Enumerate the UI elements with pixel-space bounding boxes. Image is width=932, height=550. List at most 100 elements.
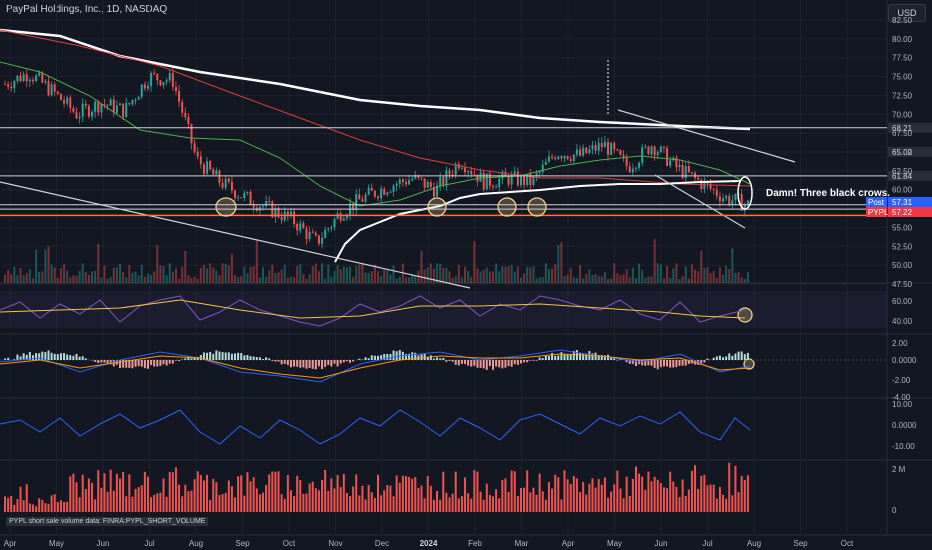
macd-hist-bar [246,354,249,360]
volume-bar [317,271,320,283]
candle-body [386,192,389,195]
macd-hist-bar [311,360,314,369]
short-volume-bar [299,480,302,512]
candle-body [616,149,619,151]
candle-body [193,143,196,152]
short-volume-bar [380,495,383,512]
candle-body [87,105,90,117]
volume-bar [389,274,392,283]
volume-bar [408,277,411,283]
volume-bar [162,266,165,283]
short-volume-bar [414,477,417,512]
short-volume-bar [647,471,650,512]
macd-hist-bar [184,358,187,360]
volume-bar [420,250,423,283]
macd-hist-bar [445,360,448,362]
macd-hist-bar [218,351,221,360]
short-volume-bar [728,462,731,512]
volume-bar [603,272,606,283]
volume-bar [265,276,268,283]
volume-bar [703,267,706,283]
short-volume-bar [544,499,547,512]
short-volume-bar [731,495,734,512]
short-volume-bar [572,476,575,512]
macd-hist-bar [302,360,305,368]
level-tag [888,170,932,181]
volume-bar [526,267,529,283]
ma-50-line [0,61,751,207]
candle-body [510,174,513,185]
macd-hist-bar [572,350,575,360]
macd-hist-bar [196,356,199,360]
volume-bar [706,267,709,283]
macd-hist-bar [140,360,143,367]
volume-bar [672,268,675,283]
short-volume-bar [622,498,625,512]
macd-hist-bar [53,353,56,360]
short-volume-bar [128,474,131,512]
short-volume-bar [317,490,320,512]
macd-hist-bar [666,360,669,367]
volume-bar [666,265,669,283]
volume-bar [299,263,302,283]
volume-bar [712,271,715,283]
short-volume-bar [190,490,193,512]
macd-hist-bar [125,360,128,368]
candle-body [709,183,712,189]
short-volume-bar [87,478,90,512]
volume-bar [467,271,470,283]
volume-bar [622,274,625,283]
short-volume-bar [28,503,31,512]
volume-bar [653,239,656,283]
short-volume-bar [47,503,50,512]
currency-button[interactable]: USD [888,4,926,22]
time-tick-label: Oct [283,539,296,548]
short-volume-bar [218,495,221,512]
volume-bar [516,266,519,283]
volume-bar [687,278,690,283]
volume-bar [681,276,684,283]
short-volume-bar [349,496,352,512]
short-volume-bar [78,497,81,512]
short-volume-bar [619,488,622,512]
candle-body [529,173,532,185]
candle-body [156,73,159,81]
volume-bar [234,275,237,283]
volume-bar [59,268,62,283]
candle-body [526,173,529,186]
volume-bar [78,270,81,283]
volume-bar [498,271,501,283]
macd-hist-bar [103,360,106,363]
candle-body [22,74,25,82]
volume-bar [377,271,379,283]
short-volume-bar [666,488,669,512]
short-volume-bar [569,483,572,512]
volume-bar [25,273,28,283]
candle-body [78,116,81,119]
short-volume-bar [607,498,610,512]
candle-body [181,101,184,113]
volume-bar [380,276,383,283]
volume-bar [519,277,522,283]
short-volume-bar [579,492,582,512]
volume-bar [66,270,69,283]
volume-bar [355,266,358,283]
rsi-tick-label: 60.00 [892,297,913,306]
short-volume-bar [370,492,373,512]
volume-bar [569,267,572,283]
short-volume-bar [610,491,613,512]
macd-hist-bar [308,360,311,369]
candle-body [436,185,439,197]
macd-hist-bar [557,355,560,360]
volume-bar [411,273,414,283]
candle-body [370,187,373,191]
short-volume-bar [690,470,693,512]
volume-bar [56,278,59,283]
macd-hist-bar [377,355,379,360]
volume-bar [541,277,544,283]
candle-body [467,171,470,173]
volume-bar [44,249,47,283]
short-volume-bar [616,470,619,512]
short-volume-bar [31,504,34,512]
